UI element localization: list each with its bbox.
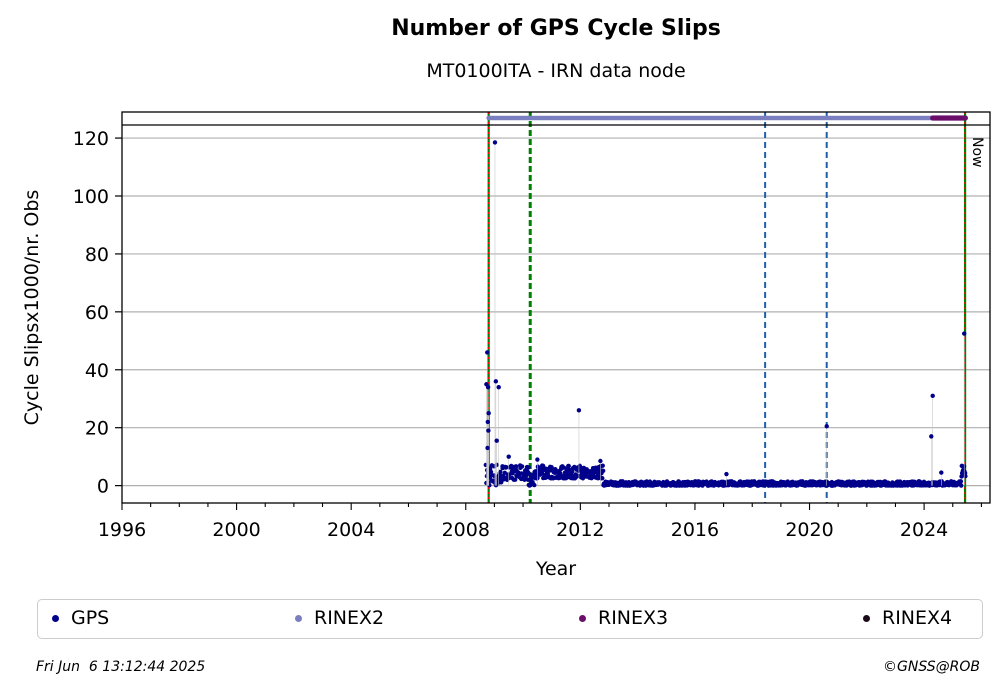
footer-credit: ©GNSS@ROB bbox=[883, 659, 980, 675]
data-point-gps bbox=[959, 474, 964, 479]
data-point-gps bbox=[600, 463, 605, 468]
data-point-gps bbox=[485, 350, 490, 355]
axes-layer: 0 20 40 60 80 100 120 1996 2000 2004 2008 2012 2016 2… bbox=[73, 111, 991, 541]
x-tick-label: 2024 bbox=[900, 519, 948, 541]
chart-subtitle: MT0100ITA - IRN data node bbox=[426, 60, 686, 82]
vertical-lines bbox=[487, 112, 967, 503]
data-point-gps bbox=[486, 428, 491, 433]
data-point-gps bbox=[580, 476, 586, 481]
data-point-gps bbox=[563, 476, 569, 481]
x-axis-label: Year bbox=[535, 558, 576, 580]
y-tick-label: 0 bbox=[97, 476, 109, 498]
legend-label-rinex2: RINEX2 bbox=[314, 607, 385, 629]
legend-item-rinex2: RINEX2 bbox=[295, 607, 384, 629]
x-tick-label: 1996 bbox=[98, 519, 146, 541]
legend: GPS RINEX2 RINEX3 RINEX4 bbox=[37, 599, 983, 639]
legend-marker-rinex2 bbox=[295, 614, 302, 622]
y-tick-label: 80 bbox=[85, 244, 109, 266]
data-point-gps bbox=[485, 445, 490, 451]
data-point-gps bbox=[549, 464, 554, 470]
data-point-gps bbox=[526, 465, 531, 470]
legend-label-rinex4: RINEX4 bbox=[882, 607, 953, 629]
x-tick-label: 2004 bbox=[327, 519, 375, 541]
data-point-gps bbox=[498, 469, 503, 475]
y-tick-label: 40 bbox=[85, 360, 109, 382]
data-point-gps bbox=[929, 434, 934, 439]
data-point-gps bbox=[506, 454, 511, 459]
data-point-gps bbox=[492, 140, 498, 145]
rinex3-marker bbox=[962, 115, 968, 121]
data-point-gps bbox=[600, 468, 606, 473]
data-point-gps bbox=[600, 476, 605, 481]
x-tick-label: 2012 bbox=[556, 519, 604, 541]
data-point-gps bbox=[535, 457, 540, 462]
y-tick-label: 120 bbox=[73, 128, 109, 150]
data-point-gps bbox=[483, 462, 489, 468]
data-point-gps bbox=[494, 438, 499, 443]
legend-label-rinex3: RINEX3 bbox=[598, 607, 669, 629]
legend-marker-rinex3 bbox=[579, 614, 586, 622]
data-point-gps bbox=[519, 464, 525, 469]
data-point-gps bbox=[958, 483, 964, 488]
y-tick-label: 20 bbox=[85, 418, 109, 440]
data-point-gps bbox=[486, 411, 491, 416]
data-layer bbox=[483, 140, 968, 488]
data-point-gps bbox=[962, 331, 967, 336]
data-point-gps bbox=[502, 470, 508, 476]
grid-layer bbox=[122, 137, 990, 487]
data-point-gps bbox=[576, 408, 582, 413]
y-tick-label: 60 bbox=[85, 302, 109, 324]
data-point-gps bbox=[598, 458, 603, 464]
rinex-availability-layer bbox=[486, 115, 968, 121]
chart-title: Number of GPS Cycle Slips bbox=[391, 16, 721, 41]
plot-frame bbox=[121, 111, 991, 504]
legend-label-gps: GPS bbox=[71, 607, 110, 629]
footer-timestamp: Fri Jun 6 13:12:44 2025 bbox=[36, 659, 206, 675]
x-tick-label: 2000 bbox=[212, 519, 260, 541]
data-point-gps bbox=[724, 471, 729, 477]
data-point-gps bbox=[485, 419, 491, 425]
data-point-gps bbox=[963, 473, 968, 479]
y-axis-label: Cycle Slipsx1000/nr. Obs bbox=[21, 190, 43, 426]
legend-item-rinex3: RINEX3 bbox=[579, 607, 668, 629]
x-tick-label: 2008 bbox=[442, 519, 490, 541]
data-point-gps bbox=[824, 424, 829, 429]
data-point-gps bbox=[496, 384, 501, 390]
data-point-gps bbox=[930, 393, 935, 399]
x-tick-label: 2016 bbox=[671, 519, 719, 541]
data-point-gps bbox=[485, 384, 491, 390]
legend-marker-gps bbox=[52, 614, 59, 622]
data-point-gps bbox=[513, 477, 518, 482]
data-point-gps bbox=[540, 471, 545, 476]
data-point-gps bbox=[513, 464, 519, 469]
data-point-gps bbox=[958, 479, 964, 484]
legend-marker-rinex4 bbox=[863, 614, 870, 622]
data-point-gps bbox=[532, 482, 537, 488]
x-tick-label: 2020 bbox=[785, 519, 833, 541]
legend-item-gps: GPS bbox=[52, 607, 109, 629]
now-label: Now bbox=[969, 137, 985, 168]
y-tick-label: 100 bbox=[73, 186, 109, 208]
legend-item-rinex4: RINEX4 bbox=[863, 607, 952, 629]
data-point-gps bbox=[566, 463, 571, 469]
data-point-gps bbox=[493, 379, 499, 384]
data-point-gps bbox=[939, 470, 944, 475]
